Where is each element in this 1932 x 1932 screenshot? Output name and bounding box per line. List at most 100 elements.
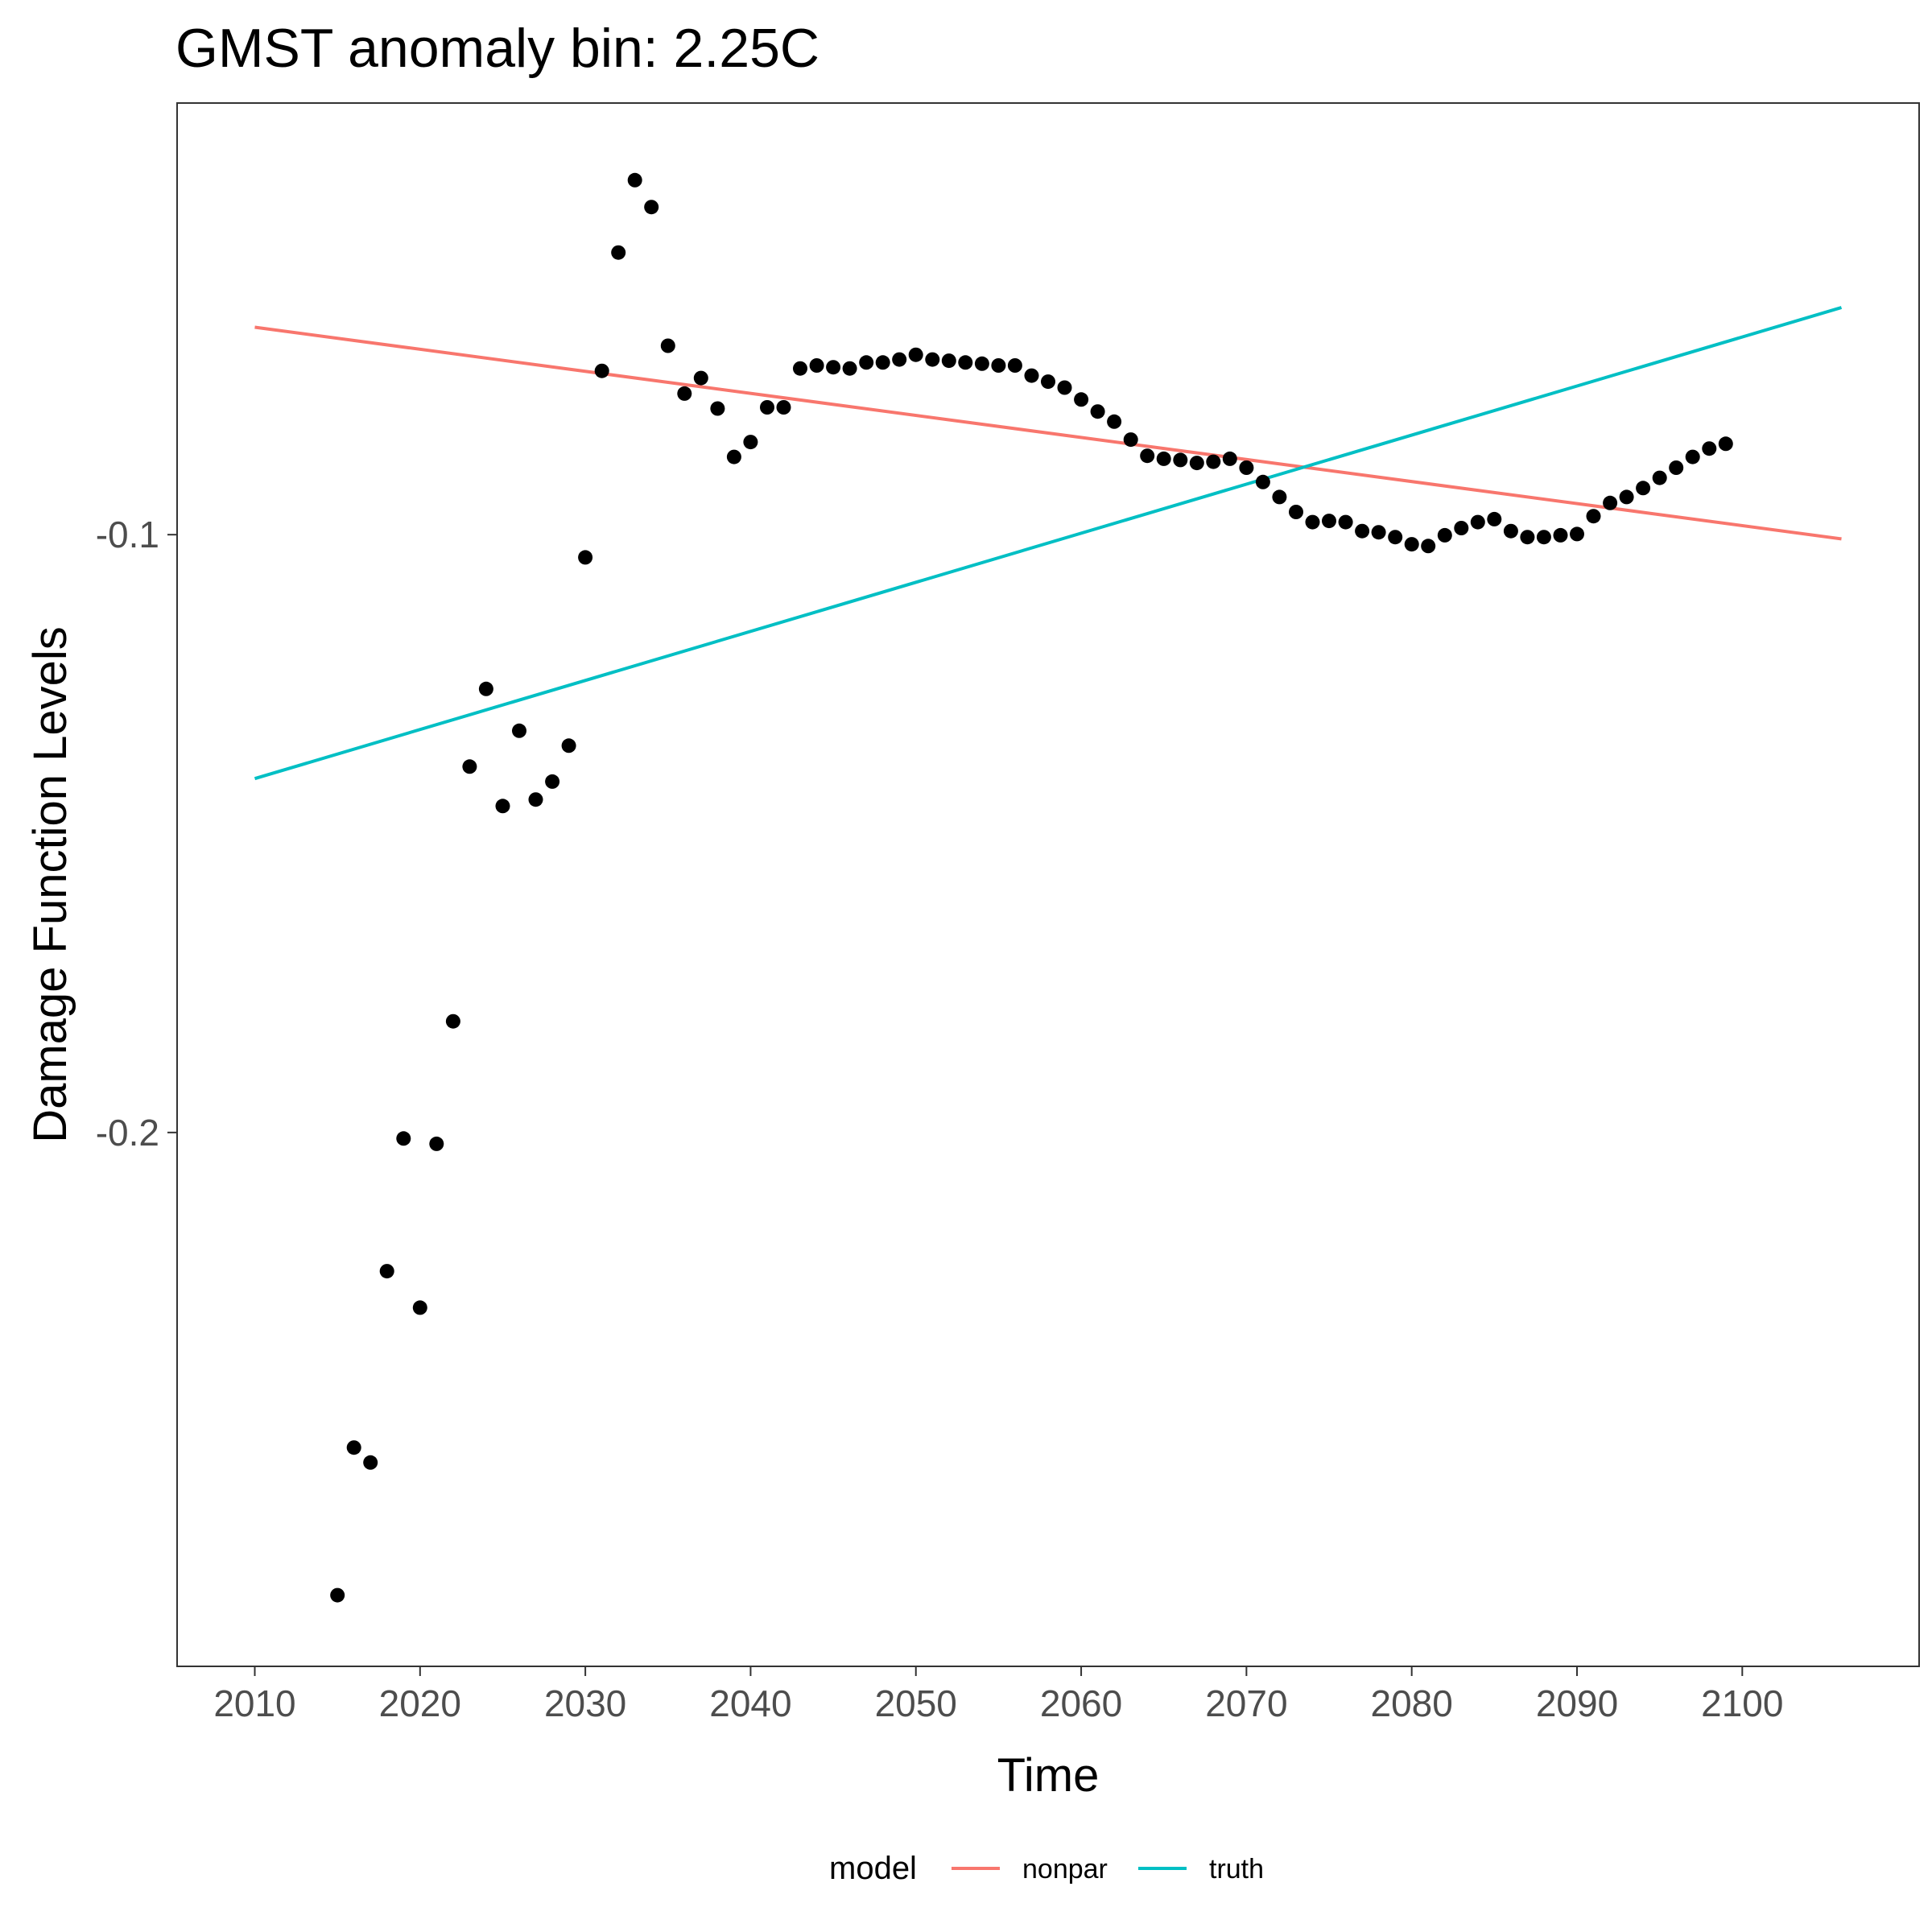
x-tick-label: 2070: [1205, 1682, 1287, 1724]
data-point: [660, 338, 675, 353]
data-point: [545, 774, 560, 789]
data-point: [1272, 489, 1287, 505]
data-point: [1404, 537, 1419, 552]
x-tick-label: 2010: [213, 1682, 295, 1724]
y-axis-title: Damage Function Levels: [24, 626, 76, 1143]
data-point: [1437, 527, 1452, 543]
data-point: [478, 681, 493, 696]
data-point: [793, 361, 807, 376]
data-point: [1289, 505, 1303, 519]
data-point: [429, 1136, 444, 1151]
data-point: [346, 1440, 361, 1455]
data-point: [1074, 392, 1089, 407]
x-tick-label: 2040: [709, 1682, 791, 1724]
data-point: [693, 370, 708, 386]
points-layer: [330, 172, 1733, 1603]
x-axis-title: Time: [997, 1749, 1100, 1802]
data-point: [495, 799, 510, 814]
data-point: [1107, 414, 1122, 429]
data-point: [726, 449, 741, 464]
data-point: [561, 738, 576, 753]
data-point: [363, 1455, 378, 1470]
data-point: [776, 400, 791, 415]
data-point: [1041, 374, 1055, 390]
data-point: [1702, 441, 1717, 456]
data-point: [941, 353, 956, 369]
data-point: [1470, 514, 1485, 530]
x-tick-label: 2050: [875, 1682, 957, 1724]
legend-label-nonpar: nonpar: [1022, 1854, 1108, 1885]
data-point: [412, 1300, 427, 1315]
data-point: [1520, 530, 1535, 545]
data-point: [1603, 495, 1618, 510]
x-tick-label: 2020: [379, 1682, 461, 1724]
data-point: [594, 363, 609, 378]
data-point: [743, 435, 758, 450]
x-tick-label: 2080: [1371, 1682, 1453, 1724]
data-point: [1570, 526, 1584, 542]
data-point: [991, 358, 1006, 373]
data-point: [1206, 454, 1221, 469]
data-point: [826, 360, 841, 375]
data-point: [1305, 514, 1320, 530]
data-point: [1140, 448, 1155, 464]
data-point: [1536, 530, 1551, 545]
data-point: [875, 355, 890, 370]
data-point: [1503, 523, 1518, 539]
legend: model nonpar truth: [829, 1851, 1264, 1886]
data-point: [1388, 530, 1403, 545]
series-layer: [254, 306, 1843, 781]
data-point: [842, 361, 857, 376]
data-point: [512, 723, 526, 738]
data-point: [1338, 514, 1353, 530]
data-point: [578, 550, 593, 565]
x-tick-label: 2090: [1536, 1682, 1618, 1724]
chart-title: GMST anomaly bin: 2.25C: [175, 18, 819, 79]
data-point: [379, 1264, 394, 1279]
data-point: [1024, 368, 1039, 383]
data-point: [1355, 523, 1370, 539]
data-point: [925, 352, 940, 367]
data-point: [1189, 456, 1204, 471]
data-point: [1371, 525, 1386, 540]
data-point: [1586, 509, 1601, 524]
data-point: [1322, 514, 1336, 529]
x-axis: 2010 2020 2030 2040 2050 2060 2070 2080 2090 2100: [213, 1666, 1783, 1724]
data-point: [1553, 527, 1568, 543]
data-point: [1652, 470, 1667, 485]
y-tick-label: -0.1: [96, 514, 159, 555]
y-tick-label: -0.2: [96, 1112, 159, 1154]
x-tick-label: 2060: [1040, 1682, 1122, 1724]
series-line-nonpar: [254, 325, 1842, 541]
data-point: [1669, 460, 1684, 475]
data-point: [958, 355, 973, 370]
data-point: [760, 400, 774, 415]
legend-label-truth: truth: [1209, 1854, 1264, 1885]
data-point: [859, 355, 874, 370]
data-point: [1123, 432, 1138, 448]
data-point: [1255, 474, 1270, 489]
data-point: [1222, 451, 1237, 466]
data-point: [1619, 489, 1634, 505]
data-point: [1156, 451, 1171, 466]
data-point: [1718, 436, 1733, 452]
data-point: [627, 172, 642, 188]
data-point: [1636, 481, 1651, 496]
legend-title: model: [829, 1851, 917, 1886]
data-point: [1685, 449, 1700, 464]
data-point: [710, 401, 725, 416]
data-point: [1421, 539, 1436, 554]
data-point: [677, 386, 692, 401]
series-line-truth: [254, 306, 1843, 781]
data-point: [528, 792, 543, 807]
data-point: [809, 358, 824, 373]
y-axis: -0.2 -0.1: [96, 514, 177, 1154]
data-point: [1007, 358, 1022, 373]
data-point: [1239, 460, 1254, 475]
data-point: [462, 759, 477, 774]
data-point: [908, 347, 923, 362]
data-point: [644, 200, 659, 215]
data-point: [1487, 511, 1502, 526]
data-point: [330, 1587, 345, 1603]
data-point: [1090, 404, 1105, 419]
